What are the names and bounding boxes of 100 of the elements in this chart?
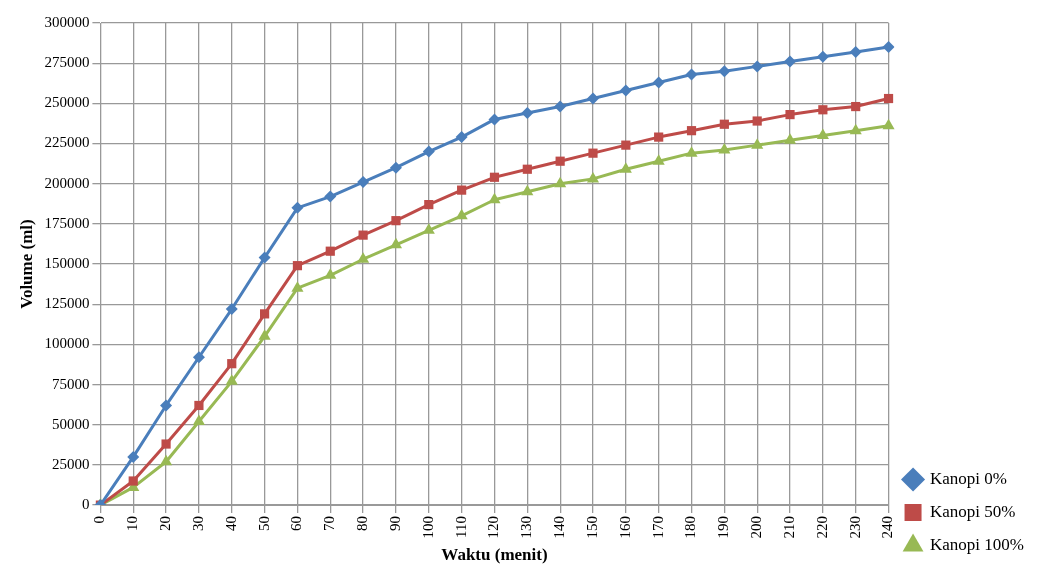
x-tick-label: 70 — [321, 516, 338, 532]
x-tick-label: 180 — [682, 516, 699, 539]
y-tick-label: 75000 — [51, 375, 90, 392]
y-tick-label: 300000 — [44, 13, 90, 30]
point — [291, 201, 304, 214]
point — [391, 216, 401, 226]
point — [882, 41, 895, 54]
x-tick-label: 10 — [124, 516, 141, 532]
x-tick-label: 120 — [485, 516, 502, 539]
point — [127, 450, 140, 463]
point — [324, 268, 337, 279]
point — [685, 68, 698, 81]
y-tick-label: 275000 — [44, 54, 90, 71]
point — [291, 281, 304, 292]
x-tick-label: 50 — [255, 516, 272, 532]
x-tick-label: 30 — [189, 516, 206, 532]
point — [192, 414, 205, 426]
x-tick-label: 80 — [354, 516, 371, 532]
point — [522, 164, 532, 174]
point — [489, 172, 500, 182]
y-tick-label: 200000 — [44, 174, 90, 191]
point — [358, 230, 368, 240]
point — [619, 84, 632, 97]
point — [160, 399, 173, 412]
x-tick-label: 90 — [386, 516, 403, 532]
point — [457, 185, 467, 195]
point — [521, 106, 534, 119]
x-tick-label: 240 — [879, 516, 896, 539]
point — [851, 101, 861, 112]
point — [751, 138, 764, 149]
point — [685, 146, 698, 157]
point — [621, 140, 631, 150]
point — [128, 476, 138, 486]
x-tick-label: 210 — [780, 516, 797, 539]
point — [883, 93, 894, 104]
point — [325, 246, 335, 256]
x-tick-label: 110 — [452, 516, 469, 539]
point — [258, 251, 271, 264]
y-tick-label: 250000 — [44, 94, 90, 111]
point — [816, 128, 829, 139]
x-tick-label: 160 — [616, 516, 633, 539]
point — [225, 303, 238, 316]
point — [555, 156, 565, 166]
point — [488, 192, 501, 204]
y-axis-title: Volume (ml) — [16, 219, 36, 309]
y-tick-label: 175000 — [44, 214, 90, 231]
point — [686, 126, 697, 136]
point — [225, 374, 238, 385]
point — [586, 92, 599, 105]
point — [160, 454, 173, 466]
legend-label: Kanopi 50% — [930, 501, 1016, 521]
point — [586, 171, 600, 183]
point — [455, 208, 468, 220]
x-tick-label: 140 — [551, 516, 568, 539]
point — [161, 439, 171, 449]
point — [849, 123, 862, 135]
y-tick-label: 225000 — [44, 134, 90, 151]
point — [654, 132, 664, 142]
point — [752, 116, 762, 126]
point — [194, 400, 204, 411]
point — [718, 65, 731, 78]
point — [619, 162, 632, 173]
point — [389, 237, 403, 249]
y-tick-label: 0 — [81, 496, 90, 513]
point — [357, 252, 370, 263]
x-tick-label: 20 — [157, 516, 174, 532]
x-tick-label: 170 — [649, 516, 666, 539]
x-tick-label: 40 — [222, 516, 239, 532]
y-tick-label: 100000 — [44, 335, 90, 352]
point — [882, 118, 895, 130]
point — [718, 142, 731, 154]
x-tick-label: 190 — [715, 516, 732, 539]
point — [488, 113, 501, 126]
point — [554, 100, 567, 113]
point — [192, 351, 205, 364]
point — [751, 60, 764, 73]
point — [652, 154, 665, 165]
point — [260, 309, 270, 319]
point — [818, 105, 828, 115]
x-tick-label: 60 — [288, 516, 305, 532]
point — [258, 329, 271, 340]
y-tick-label: 50000 — [51, 415, 90, 432]
point — [652, 76, 665, 89]
point — [292, 261, 303, 271]
x-tick-label: 220 — [813, 516, 830, 539]
point — [227, 359, 237, 369]
point — [324, 190, 337, 203]
point — [849, 45, 862, 58]
point — [389, 161, 402, 174]
point — [783, 133, 797, 144]
point — [422, 145, 435, 158]
point — [521, 184, 534, 196]
y-tick-label: 150000 — [44, 254, 90, 271]
x-tick-label: 100 — [419, 516, 436, 539]
point — [719, 119, 729, 129]
point — [455, 131, 468, 144]
point — [785, 110, 795, 120]
x-tick-label: 0 — [91, 516, 108, 524]
legend-label: Kanopi 0% — [930, 468, 1008, 488]
legend-label: Kanopi 100% — [930, 534, 1025, 554]
